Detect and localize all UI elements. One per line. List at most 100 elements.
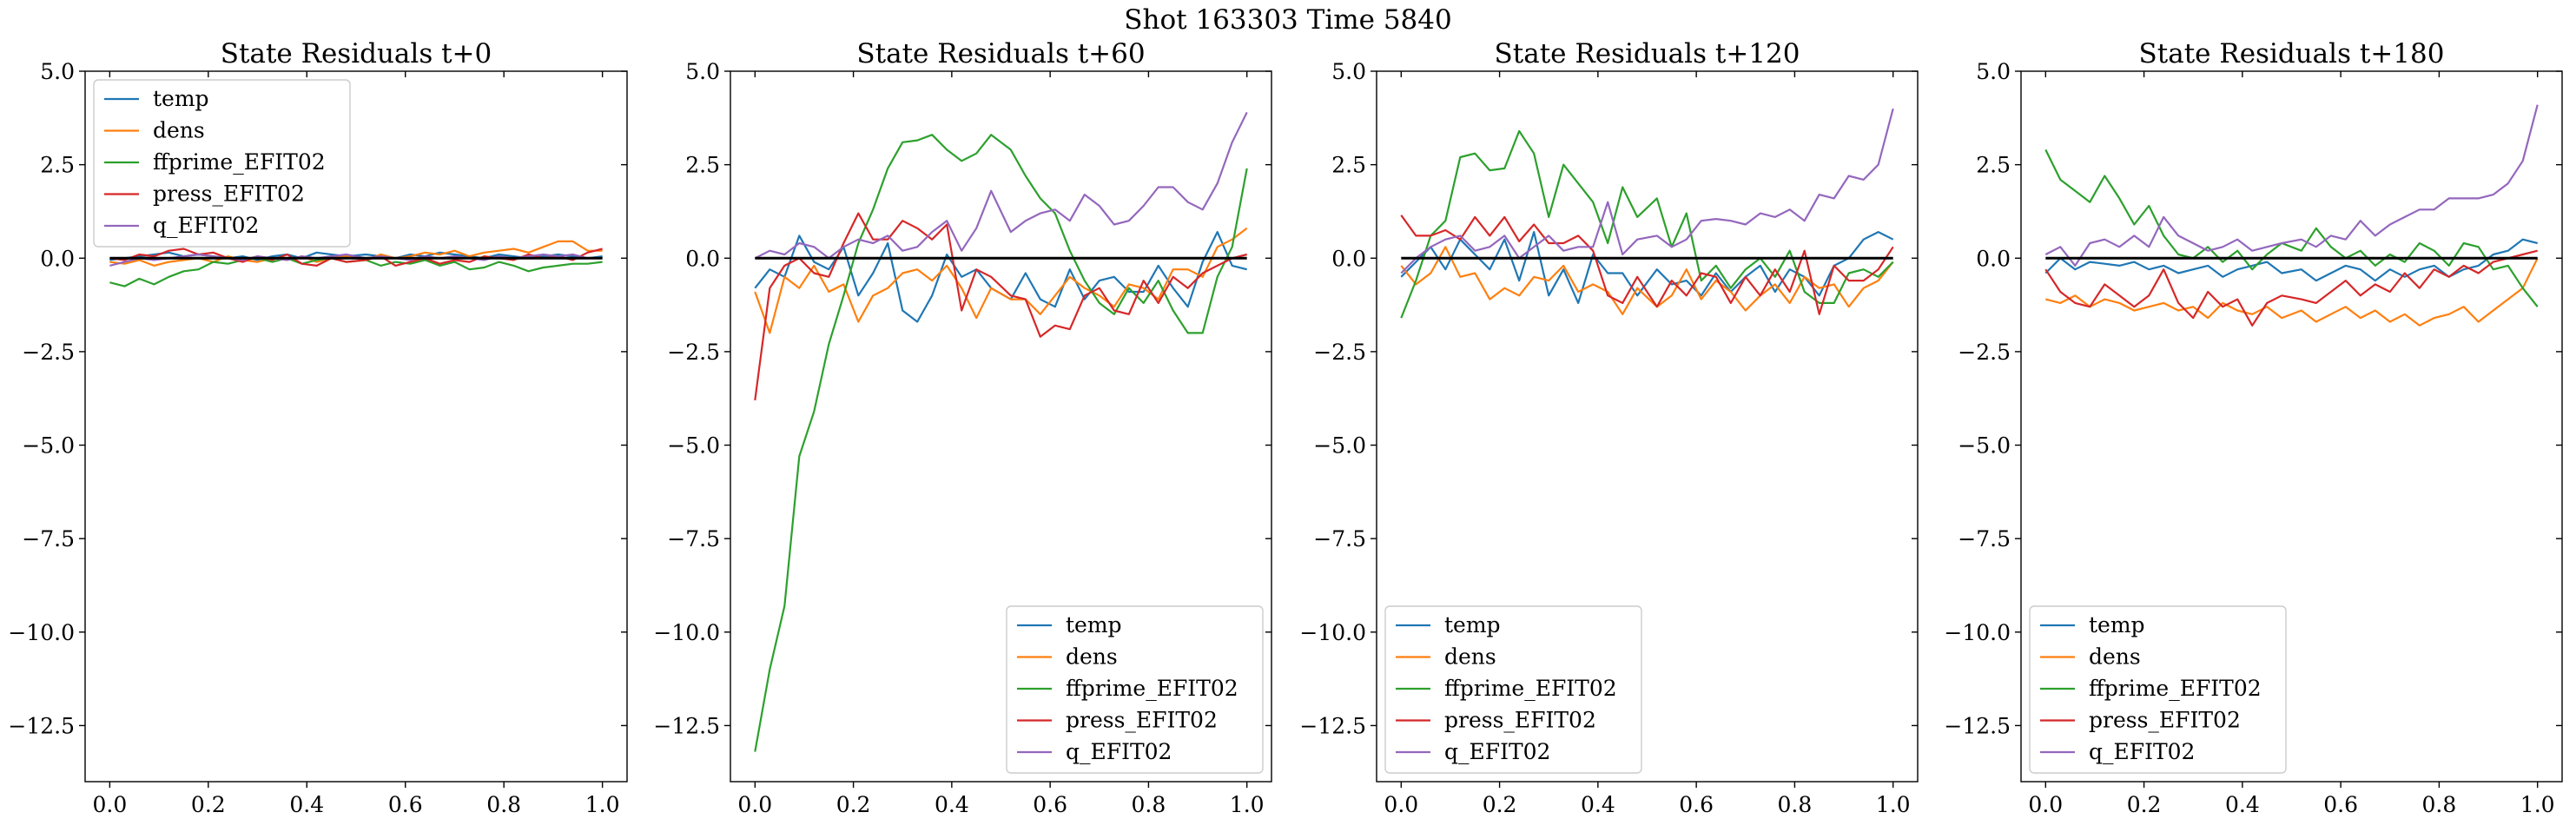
y-tick-label: −7.5 (1958, 526, 2011, 552)
legend-label: ffprime_EFIT02 (153, 149, 326, 175)
axes-frame (1376, 70, 1919, 783)
legend: temp dens ffprime_EFIT02 press_EFIT02 q_EFIT… (93, 79, 351, 248)
y-tick-label: 5.0 (1976, 59, 2011, 84)
y-tick-label: −5.0 (22, 433, 75, 459)
legend-label: temp (1444, 612, 1501, 637)
x-tick-label: 0.0 (92, 792, 127, 817)
legend-label: ffprime_EFIT02 (1066, 676, 1238, 701)
axes-frame (84, 70, 628, 783)
y-tick-label: −10.0 (1944, 620, 2011, 645)
x-tick-label: 0.8 (2422, 792, 2457, 817)
y-tick-label: −7.5 (22, 526, 75, 552)
x-tick-label: 0.6 (2323, 792, 2358, 817)
legend-frame (1384, 605, 1642, 774)
legend-label: press_EFIT02 (1444, 708, 1596, 733)
legend-label: ffprime_EFIT02 (1444, 676, 1617, 701)
y-tick-label: −2.5 (22, 340, 75, 365)
y-tick-label: 0.0 (1331, 246, 1366, 271)
legend: temp dens ffprime_EFIT02 press_EFIT02 q_EFIT… (1384, 605, 1642, 774)
y-tick-label: −5.0 (1958, 433, 2011, 459)
x-tick-label: 1.0 (585, 792, 620, 817)
series-line-ffprime_EFIT02 (1400, 129, 1894, 319)
y-tick-label: 2.5 (1331, 153, 1366, 178)
legend-label: q_EFIT02 (1444, 739, 1550, 764)
y-tick-label: 5.0 (1331, 59, 1366, 84)
subplot-title: State Residuals t+120 (1495, 38, 1800, 69)
y-tick-label: 2.5 (1976, 153, 2011, 178)
series-line-q_EFIT02 (2044, 104, 2539, 267)
x-tick-label: 0.4 (935, 792, 969, 817)
series-line-ffprime_EFIT02 (754, 134, 1248, 752)
series-line-q_EFIT02 (1400, 108, 1894, 274)
y-tick-label: −12.5 (1299, 713, 1366, 738)
legend-frame (2029, 605, 2287, 774)
y-tick-label: −12.5 (8, 713, 75, 738)
legend-label: dens (153, 118, 205, 143)
legend-label: dens (2089, 644, 2141, 670)
y-tick-label: 2.5 (40, 153, 75, 178)
subplot-2: State Residuals t+60 5.0 2.5 0.0 −2.5 −5.0 −7.… (653, 38, 1272, 817)
x-tick-label: 0.2 (2127, 792, 2162, 817)
subplot-4: State Residuals t+180 5.0 2.5 0.0 −2.5 −5.0 −7… (1944, 38, 2563, 817)
legend-label: q_EFIT02 (153, 213, 259, 238)
x-tick-label: 1.0 (1876, 792, 1911, 817)
legend-label: ffprime_EFIT02 (2089, 676, 2262, 701)
subplot-title: State Residuals t+0 (221, 38, 492, 69)
x-tick-label: 0.4 (1581, 792, 1615, 817)
axes-frame (730, 70, 1272, 783)
subplot-1: State Residuals t+0 5.0 2.5 0.0 −2.5 −5.0 −7.5… (8, 38, 628, 817)
x-tick-label: 0.8 (486, 792, 521, 817)
y-tick-label: −2.5 (667, 340, 720, 365)
x-tick-label: 0.6 (1679, 792, 1714, 817)
x-tick-label: 0.8 (1132, 792, 1166, 817)
x-tick-label: 0.2 (1483, 792, 1517, 817)
series-line-press_EFIT02 (2044, 249, 2538, 327)
y-tick-label: 5.0 (40, 59, 75, 84)
y-tick-label: −2.5 (1313, 340, 1366, 365)
x-tick-label: 0.2 (836, 792, 871, 817)
legend-label: temp (1066, 612, 1122, 637)
series-line-temp (2044, 238, 2538, 282)
legend-label: press_EFIT02 (153, 182, 305, 207)
legend: temp dens ffprime_EFIT02 press_EFIT02 q_EFIT… (1006, 605, 1264, 774)
y-tick-label: −10.0 (653, 620, 720, 645)
legend-label: q_EFIT02 (1066, 739, 1172, 764)
x-tick-label: 0.0 (2028, 792, 2063, 817)
y-tick-label: −7.5 (1313, 526, 1366, 552)
legend-frame (93, 79, 351, 248)
series-line-ffprime_EFIT02 (2044, 149, 2539, 307)
y-tick-label: −12.5 (1944, 713, 2011, 738)
y-tick-label: 5.0 (685, 59, 720, 84)
x-tick-label: 1.0 (2520, 792, 2555, 817)
subplots: State Residuals t+0 5.0 2.5 0.0 −2.5 −5.0 −7.5… (8, 38, 2563, 817)
x-tick-label: 0.4 (2225, 792, 2260, 817)
legend-label: press_EFIT02 (2089, 708, 2241, 733)
series-line-dens (2045, 257, 2539, 327)
x-tick-label: 1.0 (1230, 792, 1265, 817)
y-tick-label: −7.5 (667, 526, 720, 552)
legend-label: q_EFIT02 (2089, 739, 2195, 764)
legend-label: dens (1444, 644, 1496, 670)
x-tick-label: 0.0 (1384, 792, 1418, 817)
x-tick-label: 0.8 (1778, 792, 1813, 817)
legend: temp dens ffprime_EFIT02 press_EFIT02 q_EFIT… (2029, 605, 2287, 774)
y-tick-label: −12.5 (653, 713, 720, 738)
y-tick-label: 0.0 (40, 246, 75, 271)
x-tick-label: 0.4 (289, 792, 324, 817)
series-line-q_EFIT02 (754, 111, 1248, 260)
figure-title: Shot 163303 Time 5840 (1124, 4, 1451, 36)
y-tick-label: −2.5 (1958, 340, 2011, 365)
subplot-title: State Residuals t+60 (856, 38, 1145, 69)
y-tick-label: −10.0 (8, 620, 75, 645)
y-tick-label: 0.0 (1976, 246, 2011, 271)
subplot-3: State Residuals t+120 5.0 2.5 0.0 −2.5 −5.0 −7… (1299, 38, 1919, 817)
legend-label: dens (1066, 644, 1118, 670)
y-tick-label: −10.0 (1299, 620, 1366, 645)
x-tick-label: 0.6 (1033, 792, 1067, 817)
y-tick-label: 2.5 (685, 153, 720, 178)
x-tick-label: 0.6 (388, 792, 423, 817)
legend-label: temp (2089, 612, 2145, 637)
legend-label: temp (153, 86, 209, 111)
series-line-press_EFIT02 (754, 212, 1247, 401)
